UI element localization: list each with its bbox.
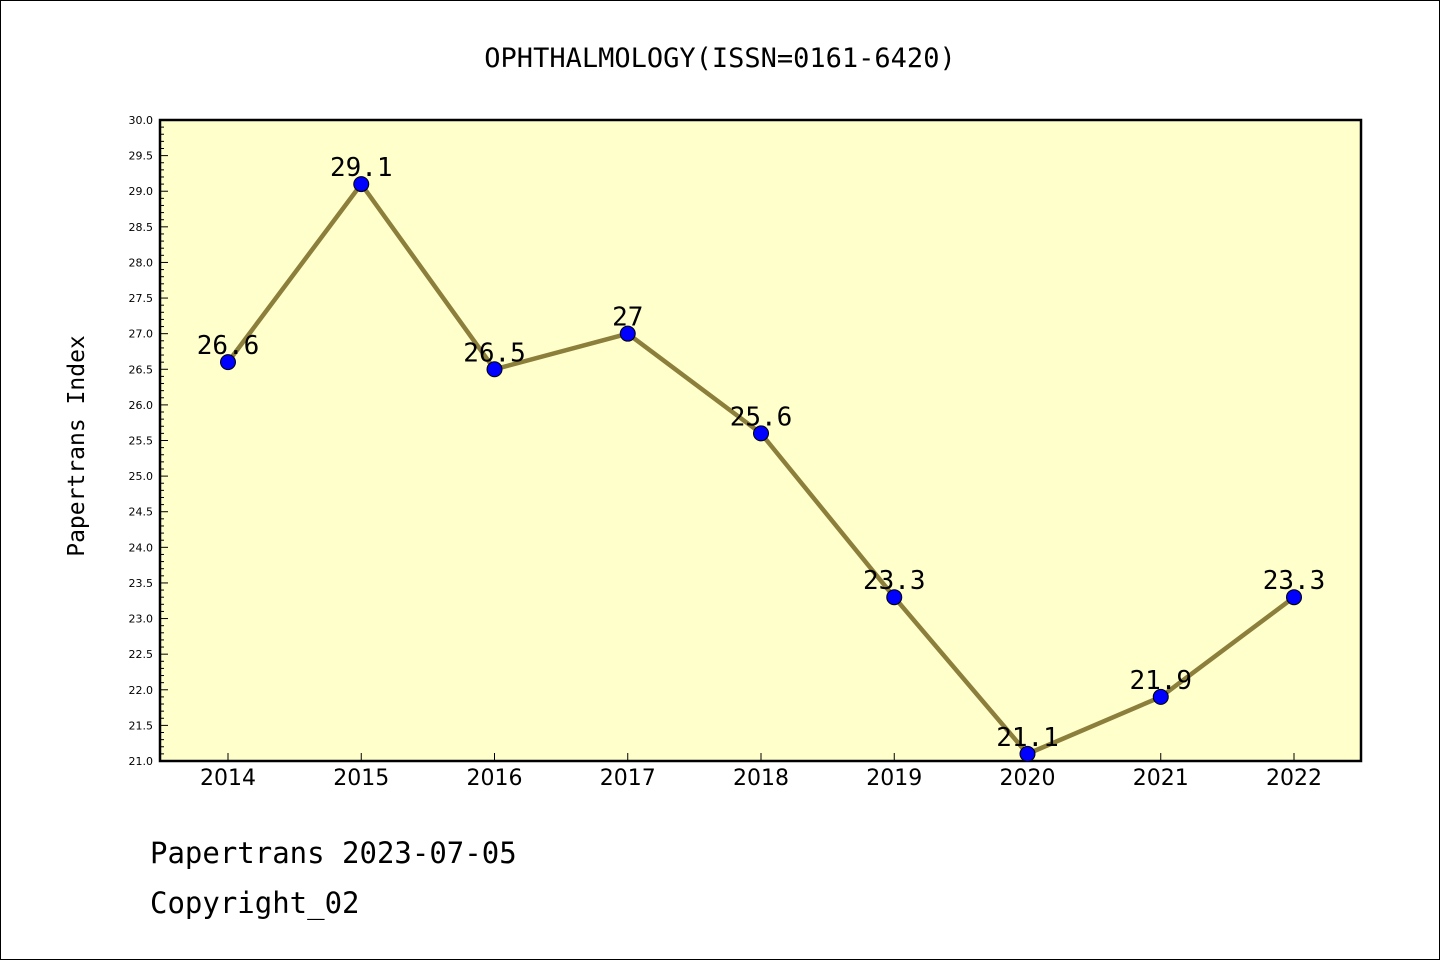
x-tick-label: 2020 xyxy=(1000,766,1056,791)
x-tick-label: 2022 xyxy=(1266,766,1322,791)
y-tick-label: 24.0 xyxy=(129,541,154,554)
y-tick-label: 24.5 xyxy=(129,506,154,519)
data-point xyxy=(1152,688,1169,705)
data-point xyxy=(220,354,236,371)
x-tick-label: 2019 xyxy=(866,766,922,791)
x-tick-label: 2014 xyxy=(200,766,256,791)
data-label: 26.6 xyxy=(197,331,260,361)
data-label: 23.3 xyxy=(863,566,926,596)
data-label: 25.6 xyxy=(730,402,793,432)
data-point xyxy=(1286,589,1302,606)
y-axis-label: Papertrans Index xyxy=(64,335,90,557)
x-tick-label: 2018 xyxy=(733,766,789,791)
y-tick-label: 29.0 xyxy=(129,185,154,198)
x-tick-label: 2015 xyxy=(333,766,389,791)
data-label: 29.1 xyxy=(330,153,393,183)
data-label: 21.9 xyxy=(1129,666,1192,696)
series-group xyxy=(220,176,1302,762)
data-point xyxy=(886,589,903,606)
data-labels: 26.6 29.1 26.5 27 25.6 23.3 21.1 21.9 23.3 xyxy=(197,153,1326,753)
data-label: 26.5 xyxy=(463,338,526,368)
y-tick-label: 25.0 xyxy=(129,470,154,483)
y-tick-label: 22.0 xyxy=(129,684,154,697)
data-point xyxy=(753,425,769,442)
y-tick-label: 26.5 xyxy=(129,363,154,376)
y-tick-label: 27.0 xyxy=(129,328,154,341)
data-label: 21.1 xyxy=(996,723,1059,753)
footer-date: Papertrans 2023-07-05 xyxy=(150,836,517,870)
y-tick-label: 29.5 xyxy=(129,150,154,163)
x-tick-label: 2016 xyxy=(467,766,523,791)
data-point xyxy=(619,325,636,342)
y-tick-label: 23.0 xyxy=(129,613,154,626)
data-point xyxy=(1019,745,1036,762)
data-label: 27 xyxy=(612,303,643,333)
x-tick-label: 2017 xyxy=(600,766,656,791)
footer-copyright: Copyright_02 xyxy=(150,886,360,921)
data-point xyxy=(486,361,503,378)
x-axis: 2014 2015 2016 2017 2018 2019 2020 2021 2022 xyxy=(200,753,1322,791)
y-tick-label: 21.5 xyxy=(129,719,154,732)
data-point xyxy=(353,176,370,193)
data-label: 23.3 xyxy=(1263,566,1326,596)
chart-title: OPHTHALMOLOGY(ISSN=0161-6420) xyxy=(484,43,955,74)
y-tick-label: 23.5 xyxy=(129,577,154,590)
y-tick-label: 28.0 xyxy=(129,256,154,269)
y-tick-label: 21.0 xyxy=(129,755,154,768)
x-tick-label: 2021 xyxy=(1133,766,1189,791)
y-tick-label: 22.5 xyxy=(129,648,154,661)
y-tick-label: 28.5 xyxy=(129,221,154,234)
y-axis: 21.0 21.5 22.0 22.5 23.0 23.5 24.0 24.5 25.0 25.5… xyxy=(129,114,168,768)
y-tick-label: 27.5 xyxy=(129,292,154,305)
y-tick-label: 26.0 xyxy=(129,399,154,412)
y-tick-label: 25.5 xyxy=(129,435,154,448)
y-tick-label: 30.0 xyxy=(129,114,154,127)
